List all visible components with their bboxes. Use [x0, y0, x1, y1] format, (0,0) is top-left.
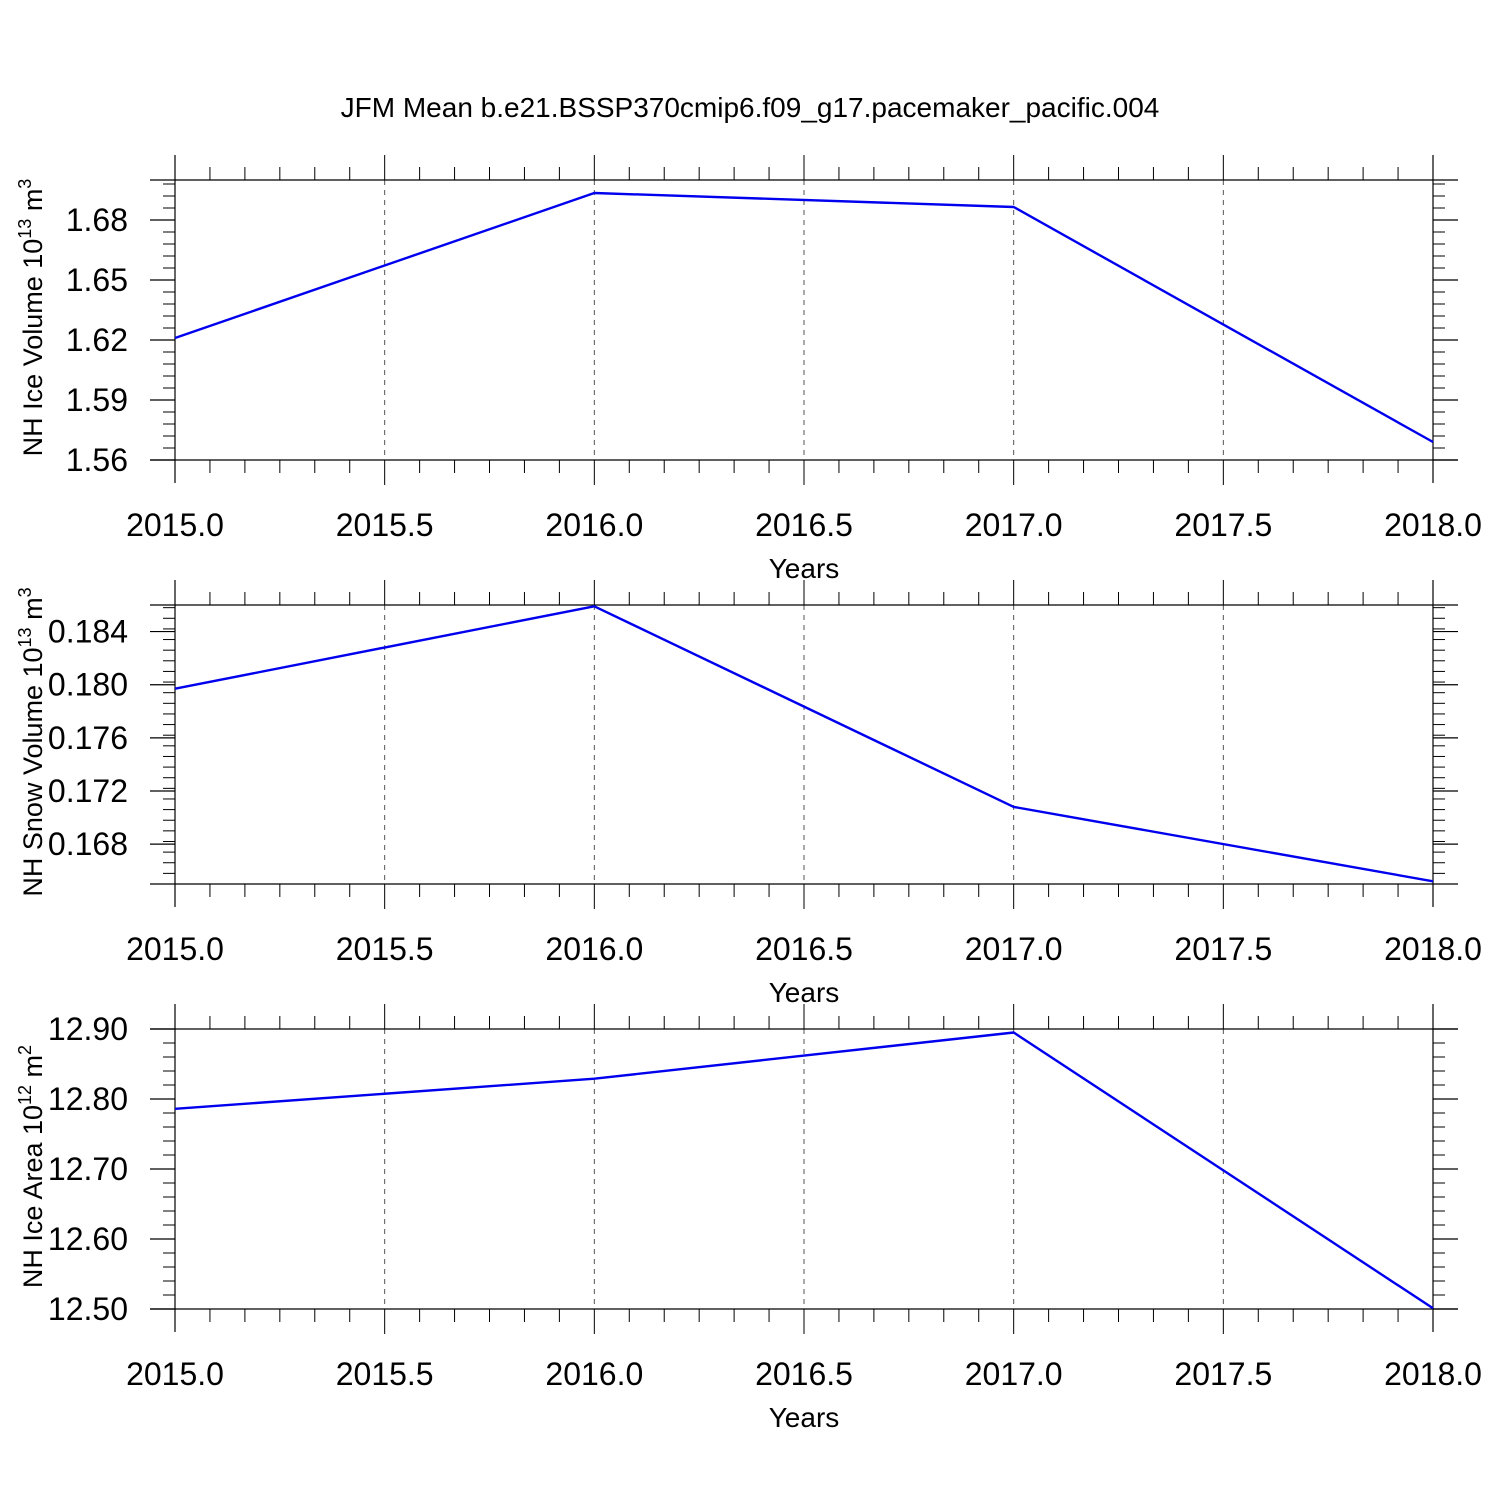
x-tick-label: 2018.0: [1384, 507, 1482, 543]
x-tick-label: 2015.0: [126, 931, 224, 967]
series-line: [174, 1031, 1434, 1310]
series-line: [174, 191, 1434, 444]
y-tick-label: 12.50: [48, 1291, 128, 1327]
y-tick-label: 1.62: [66, 322, 128, 358]
y-tick-label: 0.168: [48, 826, 128, 862]
panel-1: 1.56 1.59 1.62 1.65 1.68 2015.0 2015.5 2016.0 20…: [15, 155, 1482, 584]
x-tick-label: 2015.0: [126, 507, 224, 543]
y-tick-label: 1.56: [66, 442, 128, 478]
y-tick-label: 1.59: [66, 382, 128, 418]
y-tick-label: 0.176: [48, 720, 128, 756]
y-axis-title: NH Snow Volume 1013 m3: [15, 587, 48, 896]
y-tick-label: 1.68: [66, 202, 128, 238]
x-tick-label: 2017.5: [1174, 931, 1272, 967]
x-tick-label: 2016.0: [545, 931, 643, 967]
series-line: [174, 605, 1434, 883]
y-axis-title: NH Ice Volume 1013 m3: [15, 179, 48, 457]
y-tick-label: 0.184: [48, 614, 128, 650]
y-tick-label: 0.180: [48, 667, 128, 703]
x-tick-label: 2017.0: [965, 1356, 1063, 1392]
x-tick-label: 2015.0: [126, 1356, 224, 1392]
x-tick-label: 2015.5: [336, 1356, 434, 1392]
x-tick-label: 2016.5: [755, 1356, 853, 1392]
y-tick-label: 12.60: [48, 1221, 128, 1257]
panel-3: 12.50 12.60 12.70 12.80 12.90 2015.0 2015.5 201…: [15, 1004, 1482, 1433]
y-tick-label: 0.172: [48, 773, 128, 809]
panel-2: 0.168 0.172 0.176 0.180 0.184 2015.0 2015.5 201…: [15, 580, 1482, 1008]
y-tick-label: 12.80: [48, 1081, 128, 1117]
x-tick-label: 2016.0: [545, 1356, 643, 1392]
x-tick-label: 2017.0: [965, 507, 1063, 543]
x-tick-label: 2017.5: [1174, 507, 1272, 543]
y-tick-label: 12.70: [48, 1151, 128, 1187]
x-axis-title: Years: [769, 1402, 840, 1433]
x-tick-label: 2017.0: [965, 931, 1063, 967]
x-axis-title: Years: [769, 553, 840, 584]
x-tick-label: 2018.0: [1384, 931, 1482, 967]
x-axis-title: Years: [769, 977, 840, 1008]
x-tick-label: 2018.0: [1384, 1356, 1482, 1392]
y-axis-title: NH Ice Area 1012 m2: [15, 1045, 48, 1288]
y-tick-label: 1.65: [66, 262, 128, 298]
chart-panels: 1.56 1.59 1.62 1.65 1.68 2015.0 2015.5 2016.0 20…: [15, 155, 1482, 1433]
x-tick-label: 2016.5: [755, 507, 853, 543]
x-tick-label: 2016.0: [545, 507, 643, 543]
x-tick-label: 2017.5: [1174, 1356, 1272, 1392]
x-tick-label: 2015.5: [336, 931, 434, 967]
chart-title: JFM Mean b.e21.BSSP370cmip6.f09_g17.pace…: [341, 92, 1160, 123]
x-tick-label: 2016.5: [755, 931, 853, 967]
x-tick-label: 2015.5: [336, 507, 434, 543]
y-tick-label: 12.90: [48, 1011, 128, 1047]
